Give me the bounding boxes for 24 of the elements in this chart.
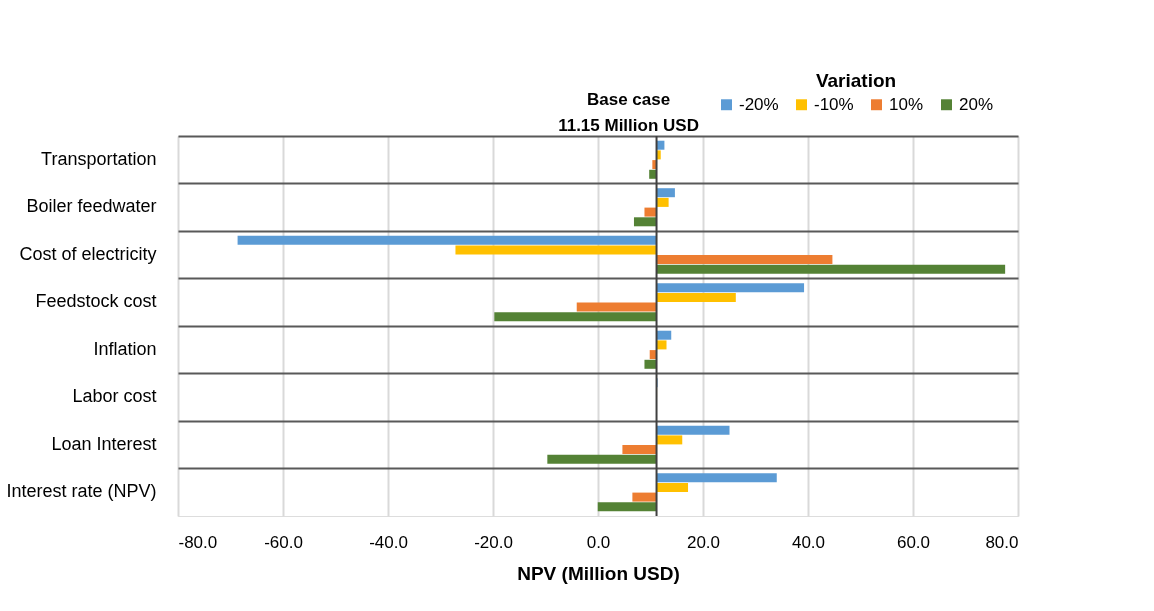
x-tick-label: -60.0 bbox=[264, 532, 303, 552]
x-tick-label: 80.0 bbox=[985, 532, 1019, 552]
x-tick-label: 40.0 bbox=[791, 532, 826, 552]
y-tick-label: Inflation bbox=[93, 338, 157, 359]
legend-label: 20% bbox=[959, 94, 994, 114]
y-tick-label: Cost of electricity bbox=[19, 243, 157, 264]
y-tick-label: Feedstock cost bbox=[35, 291, 157, 312]
x-tick-label: -40.0 bbox=[369, 532, 408, 552]
x-axis-title: NPV (Million USD) bbox=[517, 562, 680, 584]
y-tick-label: Interest rate (NPV) bbox=[6, 481, 157, 502]
legend-label: -10% bbox=[814, 94, 854, 114]
legend-title: Variation bbox=[815, 70, 897, 91]
legend-label: 10% bbox=[889, 94, 924, 114]
y-tick-label: Transportation bbox=[41, 148, 157, 169]
ref-line-label: Base case 11.15 Million USD bbox=[558, 90, 699, 135]
x-tick-label: 20.0 bbox=[686, 532, 721, 552]
y-tick-label: Boiler feedwater bbox=[26, 196, 157, 217]
y-tick-label: Labor cost bbox=[72, 386, 157, 407]
x-tick-label: 0.0 bbox=[586, 532, 611, 552]
x-tick-label: -80.0 bbox=[178, 532, 218, 552]
y-tick-label: Loan Interest bbox=[51, 433, 157, 454]
x-tick-label: 60.0 bbox=[896, 532, 931, 552]
x-tick-label: -20.0 bbox=[474, 532, 513, 552]
legend-label: -20% bbox=[739, 94, 779, 114]
